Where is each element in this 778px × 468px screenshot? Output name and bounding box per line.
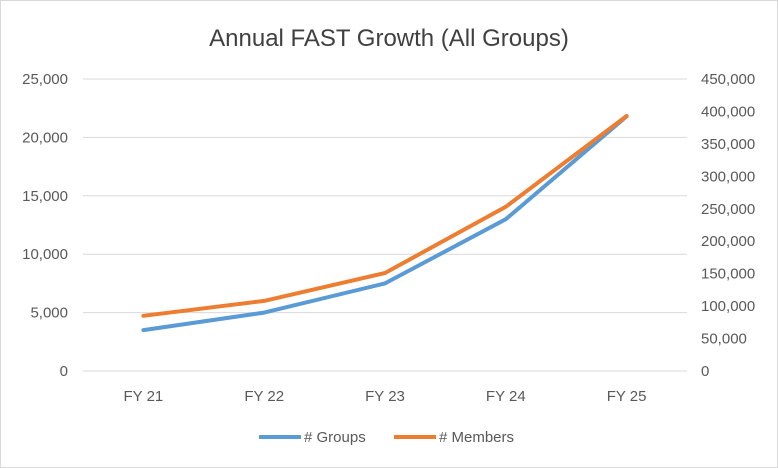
right-axis-tick-label: 100,000 [701, 298, 755, 315]
right-axis-tick-label: 250,000 [701, 201, 755, 218]
series-lines [141, 114, 629, 333]
legend: # Groups # Members [259, 429, 514, 446]
x-axis-ticks: FY 21 FY 22 FY 23 FY 24 FY 25 [124, 388, 647, 405]
right-axis-ticks: 0 50,000 100,000 150,000 200,000 250,000 300,0… [701, 71, 755, 380]
right-axis-tick-label: 450,000 [701, 71, 755, 88]
series-line-groups [141, 114, 629, 333]
left-axis-tick-label: 10,000 [22, 246, 68, 263]
legend-label: # Members [439, 429, 514, 446]
left-axis-tick-label: 0 [60, 363, 68, 380]
x-axis-tick-label: FY 21 [124, 388, 164, 405]
right-axis-tick-label: 50,000 [701, 331, 747, 348]
x-axis-tick-label: FY 24 [486, 388, 526, 405]
left-axis-tick-label: 15,000 [22, 188, 68, 205]
x-axis-tick-label: FY 25 [607, 388, 647, 405]
x-axis-tick-label: FY 22 [244, 388, 284, 405]
left-axis-tick-label: 25,000 [22, 71, 68, 88]
legend-label: # Groups [304, 429, 366, 446]
right-axis-tick-label: 300,000 [701, 168, 755, 185]
legend-item: # Members [394, 429, 514, 446]
x-axis-tick-label: FY 23 [365, 388, 405, 405]
left-axis-tick-label: 5,000 [30, 305, 68, 322]
left-axis-ticks: 0 5,000 10,000 15,000 20,000 25,000 [22, 71, 68, 380]
right-axis-tick-label: 200,000 [701, 233, 755, 250]
right-axis-tick-label: 400,000 [701, 103, 755, 120]
right-axis-tick-label: 150,000 [701, 266, 755, 283]
series-line-members [141, 114, 629, 318]
left-axis-tick-label: 20,000 [22, 129, 68, 146]
right-axis-tick-label: 350,000 [701, 136, 755, 153]
right-axis-tick-label: 0 [701, 363, 709, 380]
chart-title: Annual FAST Growth (All Groups) [209, 25, 569, 52]
legend-item: # Groups [259, 429, 366, 446]
